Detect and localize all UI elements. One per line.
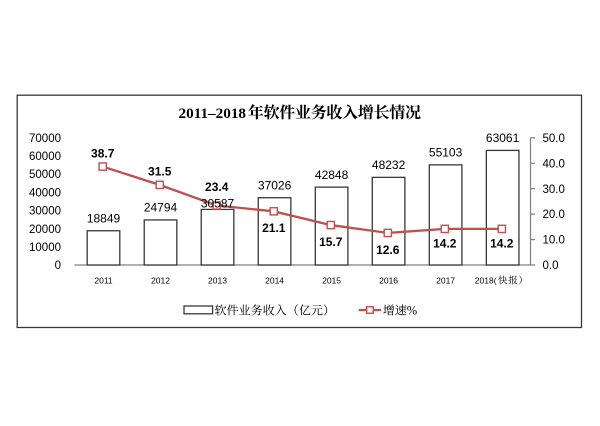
svg-text:42848: 42848: [315, 168, 349, 182]
svg-text:14.2: 14.2: [490, 237, 514, 251]
svg-text:2012: 2012: [151, 276, 170, 286]
svg-text:20000: 20000: [29, 224, 61, 236]
svg-text:50.0: 50.0: [543, 133, 565, 145]
svg-text:2011: 2011: [94, 276, 113, 286]
svg-text:%: %: [407, 304, 417, 318]
svg-text:70000: 70000: [29, 133, 61, 145]
svg-text:40000: 40000: [29, 187, 61, 199]
svg-text:15.7: 15.7: [319, 235, 343, 249]
svg-text:21.1: 21.1: [262, 221, 286, 235]
svg-text:37026: 37026: [258, 179, 292, 193]
svg-text:10.0: 10.0: [543, 235, 565, 247]
svg-text:30000: 30000: [29, 206, 61, 218]
svg-text:2011–2018: 2011–2018: [179, 105, 247, 122]
svg-text:10000: 10000: [29, 242, 61, 254]
svg-text:50000: 50000: [29, 169, 61, 181]
svg-text:2016: 2016: [379, 276, 398, 286]
svg-text:0.0: 0.0: [543, 260, 559, 272]
svg-text:12.6: 12.6: [376, 243, 400, 257]
svg-text:40.0: 40.0: [543, 158, 565, 170]
svg-text:14.2: 14.2: [433, 237, 457, 251]
svg-text:2018(: 2018(: [475, 276, 497, 286]
svg-text:20.0: 20.0: [543, 209, 565, 221]
svg-text:18849: 18849: [87, 212, 121, 226]
svg-text:55103: 55103: [429, 146, 463, 160]
svg-text:2014: 2014: [265, 276, 284, 286]
svg-text:2013: 2013: [208, 276, 227, 286]
svg-text:23.4: 23.4: [205, 180, 229, 194]
svg-text:31.5: 31.5: [148, 165, 172, 179]
svg-text:2015: 2015: [322, 276, 341, 286]
svg-text:48232: 48232: [372, 158, 406, 172]
svg-text:60000: 60000: [29, 151, 61, 163]
svg-text:63061: 63061: [486, 131, 520, 145]
svg-text:2017: 2017: [436, 276, 455, 286]
svg-text:30.0: 30.0: [543, 184, 565, 196]
svg-text:30587: 30587: [201, 197, 235, 211]
svg-text:0: 0: [55, 260, 61, 272]
svg-text:38.7: 38.7: [91, 146, 115, 160]
svg-text:24794: 24794: [144, 201, 178, 215]
